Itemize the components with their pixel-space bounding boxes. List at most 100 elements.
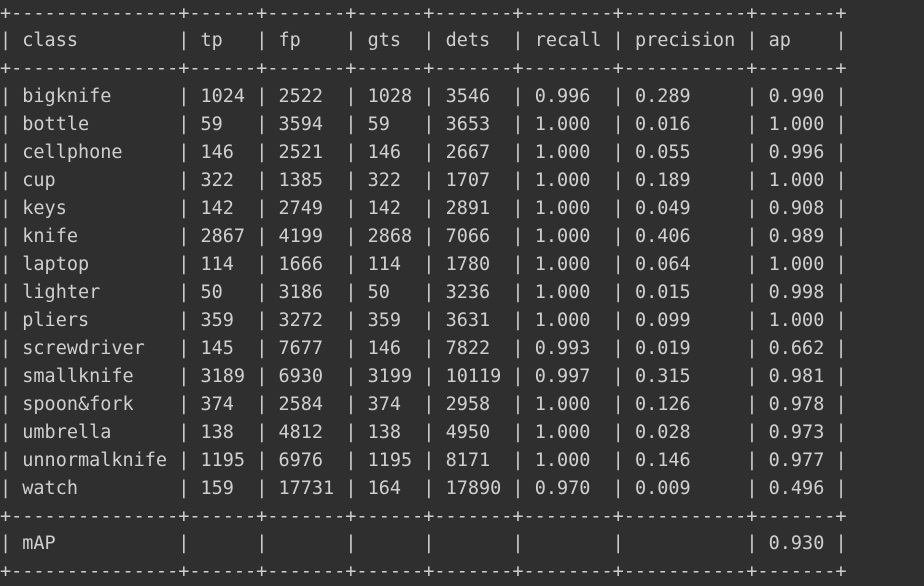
row-recall-cell: 1.000 [534,450,602,471]
row-tp-cell: 142 [200,198,246,219]
summary-tp-cell [201,533,246,554]
row-fp-cell: 7677 [278,338,335,359]
table-row: | cellphone | 146 | 2521 | 146 | 2667 | … [0,142,847,163]
row-fp-cell: 6976 [278,450,335,471]
row-gts-cell: 138 [367,422,413,443]
row-gts-cell: 359 [367,310,413,331]
row-recall-cell: 1.000 [534,310,602,331]
row-recall-cell: 1.000 [534,198,602,219]
row-ap-cell: 0.981 [768,366,825,387]
row-dets-cell: 1707 [445,170,502,191]
summary-recall-cell [535,533,602,554]
row-gts-cell: 114 [367,254,413,275]
row-fp-cell: 17731 [278,478,335,499]
table-row: | keys | 142 | 2749 | 142 | 2891 | 1.000… [0,198,847,219]
row-fp-cell: 3272 [278,310,335,331]
row-tp-cell: 1195 [200,450,246,471]
row-gts-cell: 374 [367,394,413,415]
row-class-cell: screwdriver [22,338,168,359]
table-row: | umbrella | 138 | 4812 | 138 | 4950 | 1… [0,422,847,443]
row-precision-cell: 0.146 [634,450,736,471]
row-ap-cell: 0.973 [768,422,825,443]
header-class-cell: class [22,30,168,51]
row-recall-cell: 1.000 [534,254,602,275]
summary-gts-cell [368,533,413,554]
row-fp-cell: 3186 [278,282,335,303]
row-tp-cell: 159 [200,478,246,499]
row-dets-cell: 4950 [445,422,502,443]
row-recall-cell: 0.993 [534,338,602,359]
row-dets-cell: 3236 [445,282,502,303]
row-precision-cell: 0.028 [634,422,736,443]
table-row: | laptop | 114 | 1666 | 114 | 1780 | 1.0… [0,254,847,275]
row-precision-cell: 0.009 [634,478,736,499]
row-precision-cell: 0.015 [634,282,736,303]
row-precision-cell: 0.189 [634,170,736,191]
table-border-header: +---------------+------+-------+------+-… [0,58,847,79]
row-gts-cell: 59 [367,114,413,135]
row-dets-cell: 17890 [445,478,502,499]
row-fp-cell: 1385 [278,170,335,191]
table-row: | unnormalknife | 1195 | 6976 | 1195 | 8… [0,450,847,471]
table-row: | smallknife | 3189 | 6930 | 3199 | 1011… [0,366,847,387]
row-gts-cell: 2868 [367,226,413,247]
row-tp-cell: 374 [200,394,246,415]
table-row: | lighter | 50 | 3186 | 50 | 3236 | 1.00… [0,282,847,303]
table-row: | cup | 322 | 1385 | 322 | 1707 | 1.000 … [0,170,847,191]
row-dets-cell: 7822 [445,338,502,359]
row-ap-cell: 1.000 [768,254,825,275]
row-dets-cell: 7066 [445,226,502,247]
summary-ap-cell: 0.930 [768,533,825,554]
summary-precision-cell [635,533,735,554]
row-precision-cell: 0.099 [634,310,736,331]
row-fp-cell: 1666 [278,254,335,275]
row-fp-cell: 4812 [278,422,335,443]
table-row: | pliers | 359 | 3272 | 359 | 3631 | 1.0… [0,310,847,331]
row-tp-cell: 138 [200,422,246,443]
row-fp-cell: 2521 [278,142,335,163]
row-fp-cell: 2584 [278,394,335,415]
row-tp-cell: 145 [200,338,246,359]
header-ap-cell: ap [768,30,825,51]
row-ap-cell: 1.000 [768,114,825,135]
row-recall-cell: 1.000 [534,226,602,247]
row-fp-cell: 3594 [278,114,335,135]
row-ap-cell: 0.496 [768,478,825,499]
table-border-bottom: +---------------+------+-------+------+-… [0,561,847,582]
header-tp-cell: tp [200,30,246,51]
row-class-cell: cup [22,170,168,191]
row-recall-cell: 0.970 [534,478,602,499]
row-gts-cell: 322 [367,170,413,191]
row-fp-cell: 6930 [278,366,335,387]
row-class-cell: smallknife [22,366,168,387]
row-tp-cell: 59 [200,114,246,135]
table-summary-row: | mAP | | | | | | | 0.930 | [0,533,847,554]
row-ap-cell: 0.998 [768,282,825,303]
row-dets-cell: 2891 [445,198,502,219]
row-class-cell: bottle [22,114,168,135]
row-ap-cell: 0.990 [768,86,825,107]
row-fp-cell: 2749 [278,198,335,219]
row-precision-cell: 0.055 [634,142,736,163]
row-recall-cell: 1.000 [534,422,602,443]
row-gts-cell: 1028 [367,86,413,107]
row-class-cell: lighter [22,282,168,303]
row-tp-cell: 114 [200,254,246,275]
table-border-top: +---------------+------+-------+------+-… [0,3,847,24]
header-recall-cell: recall [534,30,602,51]
row-dets-cell: 1780 [445,254,502,275]
header-dets-cell: dets [445,30,502,51]
row-precision-cell: 0.016 [634,114,736,135]
row-recall-cell: 1.000 [534,114,602,135]
row-class-cell: laptop [22,254,168,275]
summary-dets-cell [446,533,502,554]
row-recall-cell: 0.996 [534,86,602,107]
row-gts-cell: 146 [367,338,413,359]
summary-class-cell: mAP [22,533,168,554]
row-tp-cell: 2867 [200,226,246,247]
row-tp-cell: 322 [200,170,246,191]
summary-fp-cell [278,533,334,554]
row-class-cell: unnormalknife [22,450,168,471]
row-class-cell: pliers [22,310,168,331]
